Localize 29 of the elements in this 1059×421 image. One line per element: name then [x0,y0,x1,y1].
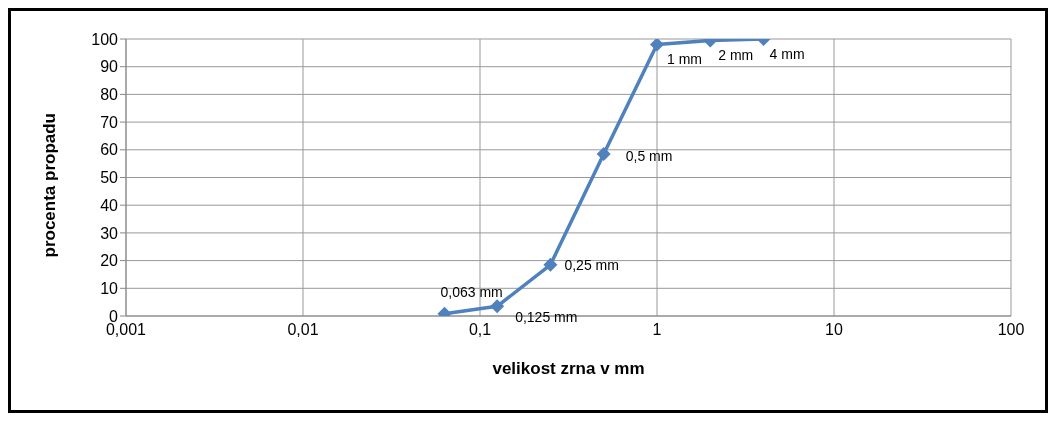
y-tick-label: 40 [100,196,119,214]
y-tick-label: 100 [91,30,119,48]
x-tick-label: 0,1 [468,321,492,339]
y-tick-label: 70 [100,113,119,131]
x-axis-title: velikost zrna v mm [492,359,645,378]
annotation: 0,25 mm [564,257,619,274]
annotation: 0,125 mm [515,309,578,326]
y-tick-label: 80 [100,86,119,104]
x-tick-label: 0,001 [105,321,147,339]
y-tick-label: 20 [100,252,119,270]
annotation: 0,5 mm [625,147,673,164]
y-tick-label: 50 [100,169,119,187]
point [596,146,611,161]
y-tick-label: 30 [100,224,119,242]
x-tick-label: 0,01 [287,321,319,339]
annotation: 4 mm [769,45,805,62]
y-tick-label: 60 [100,141,119,159]
y-tick-label: 10 [100,279,119,297]
x-tick-label: 100 [997,321,1025,339]
point [650,39,664,52]
y-axis-title: procenta propadu [40,112,60,258]
x-tick-label: 10 [825,321,843,339]
annotation: 0,063 mm [440,284,503,301]
y-tick-label: 90 [100,58,119,76]
point [543,257,558,272]
point [490,299,505,314]
annotation: 1 mm [667,51,702,68]
x-tick-label: 1 [652,321,662,339]
annotation: 2 mm [718,47,754,64]
